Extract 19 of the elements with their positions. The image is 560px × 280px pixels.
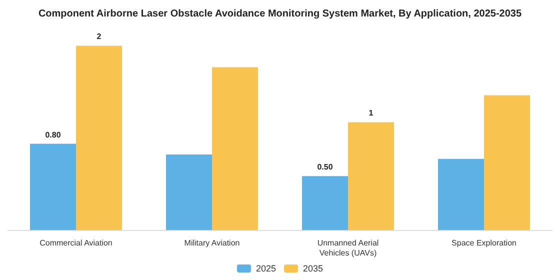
chart-title: Component Airborne Laser Obstacle Avoidance Monitoring System Market, By Application, 2025-2035 <box>38 8 522 20</box>
x-tick-label: Military Aviation <box>184 238 240 248</box>
data-label: 0.80 <box>45 130 62 140</box>
bar <box>348 122 394 230</box>
bar <box>166 154 212 230</box>
x-tick-label: Space Exploration <box>452 238 516 248</box>
data-label: 1 <box>368 108 374 118</box>
x-tick-label: Commercial Aviation <box>40 238 112 248</box>
bar <box>30 144 76 230</box>
data-label: 2 <box>96 32 102 42</box>
legend-label: 2025 <box>256 264 276 274</box>
legend-label: 2035 <box>303 264 324 274</box>
bar <box>438 158 484 230</box>
bar <box>302 176 348 230</box>
data-label: 0.50 <box>317 162 334 172</box>
bar <box>212 67 258 230</box>
bar <box>484 95 530 230</box>
x-tick-label: Unmanned Aerial Vehicles (UAVs) <box>317 238 379 258</box>
bar <box>76 46 122 230</box>
